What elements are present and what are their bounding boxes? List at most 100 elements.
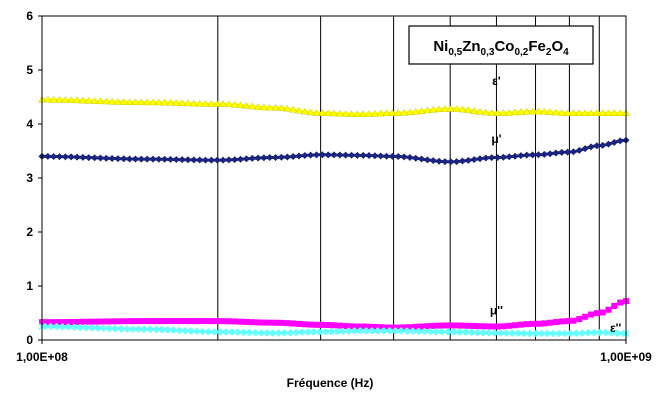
point — [248, 329, 256, 337]
point — [125, 98, 134, 105]
point — [301, 152, 309, 160]
point — [50, 323, 58, 331]
point — [412, 154, 420, 162]
point — [126, 318, 133, 325]
point — [137, 98, 146, 106]
point — [318, 109, 327, 116]
point — [365, 152, 373, 160]
point — [201, 99, 210, 107]
point — [581, 109, 590, 116]
point — [570, 317, 577, 324]
point — [551, 108, 560, 116]
point — [511, 329, 519, 337]
point — [324, 151, 332, 159]
point — [85, 154, 93, 162]
point — [598, 109, 607, 116]
point — [242, 155, 250, 163]
point — [441, 328, 449, 336]
point — [248, 154, 256, 162]
point — [610, 329, 618, 337]
x-axis-label: Fréquence (Hz) — [287, 376, 374, 390]
point — [564, 329, 572, 338]
point — [447, 158, 455, 166]
point — [523, 329, 531, 337]
point — [336, 322, 343, 329]
point — [120, 318, 127, 325]
point — [377, 152, 385, 160]
point — [499, 153, 507, 161]
point — [131, 325, 139, 333]
point — [172, 326, 180, 334]
point — [91, 318, 98, 325]
point — [611, 302, 618, 309]
point — [79, 323, 87, 331]
point — [324, 328, 332, 336]
point — [394, 153, 402, 161]
point — [208, 318, 215, 325]
formula-subscript: 0,5 — [448, 47, 462, 58]
point — [61, 96, 70, 103]
point — [260, 329, 268, 337]
point — [488, 154, 496, 162]
point — [61, 153, 69, 161]
point — [377, 324, 384, 331]
point — [259, 103, 268, 111]
point — [55, 95, 64, 103]
point — [306, 108, 315, 116]
point — [383, 324, 390, 331]
point — [353, 110, 362, 118]
point — [336, 327, 344, 335]
point — [347, 110, 356, 117]
formula-text: Ni0,5Zn0,3Co0,2Fe2O4 — [433, 38, 569, 58]
point — [512, 322, 519, 329]
point — [195, 99, 204, 107]
point — [179, 318, 186, 325]
point — [534, 107, 543, 115]
point — [143, 155, 151, 163]
point — [79, 153, 87, 161]
point — [453, 328, 461, 336]
point — [435, 328, 443, 336]
series-label: μ' — [491, 132, 501, 146]
point — [295, 106, 303, 114]
point — [517, 321, 524, 328]
point — [184, 99, 192, 107]
point — [213, 328, 221, 336]
point — [155, 155, 163, 163]
point — [540, 150, 548, 158]
point — [283, 153, 291, 161]
point — [190, 327, 198, 335]
point — [552, 319, 559, 326]
point — [576, 316, 583, 323]
point — [161, 155, 169, 163]
point — [172, 99, 181, 106]
series-1 — [38, 136, 630, 166]
y-tick-label: 6 — [26, 9, 33, 23]
point — [126, 325, 134, 333]
point — [423, 156, 431, 164]
point — [43, 95, 52, 103]
point — [581, 145, 589, 153]
point — [569, 329, 577, 337]
point — [353, 327, 361, 335]
point — [342, 327, 350, 335]
point — [237, 318, 244, 325]
point — [138, 318, 145, 325]
point — [120, 325, 128, 333]
point — [575, 329, 583, 337]
point — [271, 103, 280, 111]
point — [360, 323, 367, 330]
point — [67, 323, 75, 331]
point — [202, 318, 209, 325]
point — [488, 323, 495, 330]
point — [458, 328, 467, 336]
point — [295, 320, 302, 327]
series-label: ε' — [492, 74, 501, 88]
point — [353, 151, 361, 159]
point — [178, 327, 186, 335]
point — [85, 318, 92, 325]
point — [359, 110, 368, 117]
point — [523, 151, 531, 159]
formula-element: Co — [494, 38, 514, 55]
